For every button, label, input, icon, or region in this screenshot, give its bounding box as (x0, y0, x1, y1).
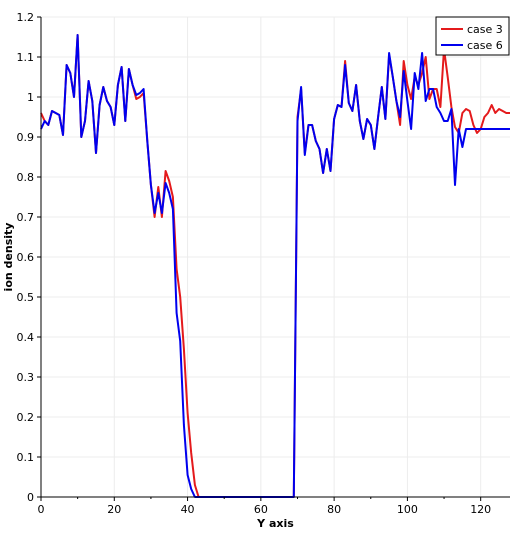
legend-label-case-3: case 3 (467, 23, 503, 36)
y-tick-label: 1.1 (17, 51, 35, 64)
x-tick-label: 60 (254, 503, 268, 516)
y-tick-label: 0.3 (17, 371, 35, 384)
y-tick-label: 0.2 (17, 411, 35, 424)
x-tick-label: 20 (107, 503, 121, 516)
legend-label-case-6: case 6 (467, 39, 503, 52)
y-tick-label: 1 (27, 91, 34, 104)
y-tick-label: 0.4 (17, 331, 35, 344)
y-tick-label: 0 (27, 491, 34, 504)
y-tick-label: 0.7 (17, 211, 35, 224)
ticks: 0 0.1 0.2 0.3 0.4 0.5 0.6 0.7 0.8 0.9 1 1.1 1.2 0 20 40… (17, 11, 492, 516)
y-axis-label: ion density (2, 223, 15, 292)
x-axis-label: Y axis (256, 517, 294, 530)
series-layer (40, 34, 510, 498)
legend-box (435, 16, 510, 56)
y-tick-label: 0.5 (17, 291, 35, 304)
x-tick-label: 100 (397, 503, 418, 516)
legend: case 3 case 6 (435, 16, 510, 56)
x-tick-label: 120 (470, 503, 491, 516)
grid (40, 16, 510, 498)
x-tick-label: 80 (327, 503, 341, 516)
y-tick-label: 0.6 (17, 251, 35, 264)
y-tick-label: 1.2 (17, 11, 35, 24)
x-tick-label: 0 (38, 503, 45, 516)
y-tick-label: 0.1 (17, 451, 35, 464)
series-line-case-3 (40, 34, 510, 498)
y-tick-label: 0.8 (17, 171, 35, 184)
x-tick-label: 40 (181, 503, 195, 516)
y-tick-label: 0.9 (17, 131, 35, 144)
